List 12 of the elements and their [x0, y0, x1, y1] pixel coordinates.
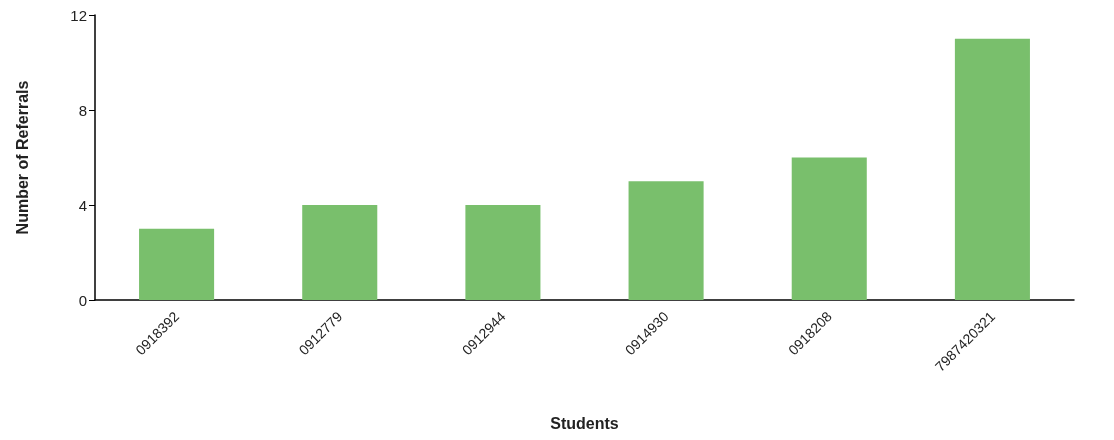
y-tick-label: 12 — [70, 6, 87, 24]
x-axis-title: Students — [550, 414, 619, 432]
bar — [302, 205, 378, 300]
bar — [139, 228, 215, 300]
bar — [791, 157, 867, 300]
bar — [954, 38, 1030, 300]
y-axis-title: Number of Referrals — [13, 80, 31, 235]
bar — [465, 205, 541, 300]
y-tick-label: 8 — [78, 101, 87, 119]
y-tick-label: 4 — [78, 196, 87, 214]
y-tick-label: 0 — [78, 291, 87, 309]
bar — [628, 181, 704, 300]
